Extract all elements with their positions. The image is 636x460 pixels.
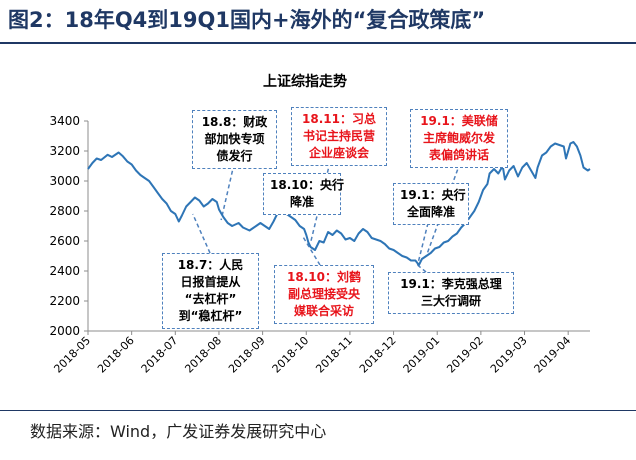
x-tick-label: 2018-12: [357, 334, 399, 376]
source-note: 数据来源：Wind，广发证券发展研究中心: [30, 422, 327, 441]
annotation-line: 18.10：央行: [270, 178, 344, 192]
annotation-line: 三大行调研: [420, 294, 481, 308]
y-tick-label: 3400: [49, 114, 80, 128]
x-tick-label: 2019-04: [532, 334, 574, 376]
annotation-line: 18.7：人民: [177, 258, 244, 272]
y-tick-label: 2000: [49, 324, 80, 338]
annotation-line: 副总理接受央: [287, 287, 360, 301]
annotation-line: 18.11：习总: [302, 112, 376, 126]
y-tick-label: 2200: [49, 294, 80, 308]
x-tick-label: 2018-07: [139, 334, 181, 376]
annotation-line: “去杠杆”: [184, 292, 237, 306]
y-tick-label: 3200: [49, 144, 80, 158]
series-layer: [87, 141, 591, 266]
annotation-connector: [192, 213, 211, 254]
annotation-line: 主席鲍威尔发: [422, 131, 495, 145]
x-tick-label: 2018-10: [270, 334, 312, 376]
annotation-line: 债发行: [216, 149, 253, 163]
x-tick-label: 2018-11: [313, 334, 355, 376]
annotation-line: 企业座谈会: [308, 146, 369, 160]
footer-rule: [0, 410, 636, 411]
title-rule: [0, 42, 636, 44]
annotation-19-1-rrr: 19.1：央行 全面降准: [393, 183, 469, 225]
annotation-line: 全面降准: [406, 205, 455, 219]
series-line: [87, 141, 591, 266]
annotation-line: 降准: [289, 195, 314, 209]
y-tick-label: 2400: [49, 264, 80, 278]
x-tick-label: 2018-06: [95, 334, 137, 376]
annotation-line: 到“稳杠杆”: [178, 309, 243, 323]
annotation-18-11: 18.11：习总 书记主持民营 企业座谈会: [291, 107, 387, 166]
annotation-line: 媒联合采访: [293, 304, 354, 318]
annotation-line: 18.10：刘鹤: [287, 270, 361, 284]
annotation-line: 部加快专项: [204, 132, 265, 146]
annotation-18-10-rrr: 18.10：央行 降准: [263, 173, 344, 215]
y-tick-label: 2600: [49, 234, 80, 248]
annotation-line: 19.1：美联储: [420, 114, 498, 128]
x-tick-label: 2019-03: [488, 334, 530, 376]
annotation-19-1-fed: 19.1：美联储 主席鲍威尔发 表偏鸽讲话: [410, 109, 508, 168]
annotation-line: 18.8：财政: [201, 115, 268, 129]
chart-title: 上证综指走势: [263, 73, 347, 90]
annotation-18-7: 18.7：人民 日报首提从 “去杠杆” 到“稳杠杆”: [162, 253, 259, 329]
annotation-connector: [417, 264, 427, 273]
x-tick-label: 2018-09: [226, 334, 268, 376]
x-tick-label: 2018-05: [51, 334, 93, 376]
figure-title: 图2：18年Q4到19Q1国内+海外的“复合政策底”: [8, 8, 486, 32]
annotation-18-10-liuhe: 18.10：刘鹤 副总理接受央 媒联合采访: [274, 265, 374, 324]
annotation-line: 日报首提从: [180, 275, 241, 289]
x-tick-label: 2019-01: [401, 334, 443, 376]
annotation-line: 19.1：李克强总理: [400, 277, 502, 291]
y-tick-label: 2800: [49, 204, 80, 218]
annotation-line: 表偏鸽讲话: [428, 148, 489, 162]
annotation-line: 书记主持民营: [302, 129, 375, 143]
annotation-18-8: 18.8：财政 部加快专项 债发行: [192, 110, 277, 169]
annotation-19-1-premier: 19.1：李克强总理 三大行调研: [388, 272, 514, 314]
x-tick-label: 2019-02: [444, 334, 486, 376]
x-tick-label: 2018-08: [182, 334, 224, 376]
annotation-connector: [416, 222, 429, 266]
annotation-line: 19.1：央行: [400, 188, 466, 202]
y-tick-label: 3000: [49, 174, 80, 188]
annotation-connector: [301, 234, 321, 266]
annotation-connector: [220, 163, 235, 221]
